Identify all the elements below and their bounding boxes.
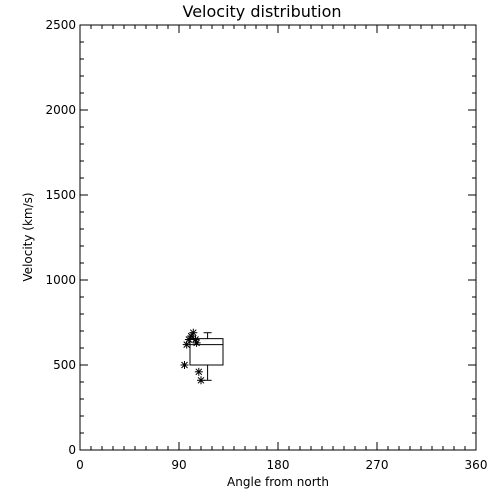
y-tick-label: 1500 bbox=[45, 188, 76, 202]
axes: 0 90 180 270 360 0 500 1000 1500 2000 2500 bbox=[45, 18, 487, 472]
y-tick-label: 2500 bbox=[45, 18, 76, 32]
x-axis-label: Angle from north bbox=[227, 475, 329, 489]
x-tick-label: 360 bbox=[465, 458, 488, 472]
y-tick-label: 2000 bbox=[45, 103, 76, 117]
y-tick-label: 0 bbox=[68, 443, 76, 457]
data-point bbox=[189, 328, 198, 337]
chart-title: Velocity distribution bbox=[182, 2, 341, 21]
box-iqr bbox=[189, 338, 224, 366]
y-tick-label: 500 bbox=[53, 358, 76, 372]
plot-frame bbox=[79, 24, 477, 451]
x-tick-label: 90 bbox=[171, 458, 186, 472]
data-point bbox=[194, 367, 203, 376]
y-tick-label: 1000 bbox=[45, 273, 76, 287]
data-points bbox=[180, 328, 205, 385]
x-tick-label: 270 bbox=[366, 458, 389, 472]
x-tick-label: 180 bbox=[267, 458, 290, 472]
y-axis-label: Velocity (km/s) bbox=[21, 192, 35, 281]
data-point bbox=[180, 361, 189, 369]
data-point bbox=[197, 376, 205, 385]
data-point bbox=[192, 338, 201, 347]
x-tick-label: 0 bbox=[76, 458, 84, 472]
